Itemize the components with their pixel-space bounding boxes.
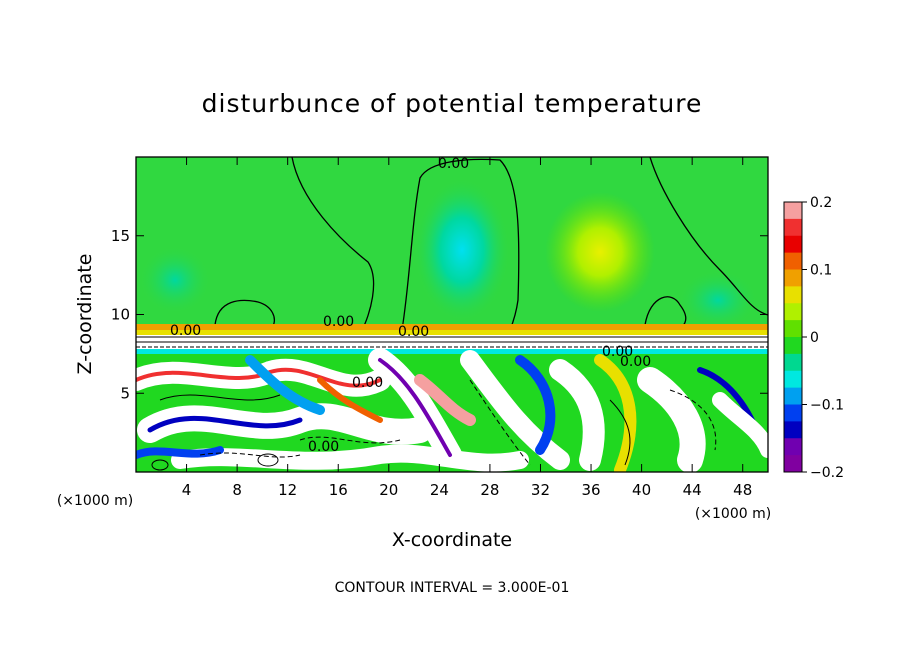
lower-contours	[151, 379, 717, 471]
x-tick-label: 44	[683, 481, 702, 499]
colorbar-swatch	[784, 387, 802, 405]
contour-label: 0.00	[602, 344, 633, 360]
warm-anomaly	[545, 192, 655, 312]
turbulent-structures	[136, 348, 768, 472]
colorbar-swatch	[784, 286, 802, 304]
x-unit-label-left: (×1000 m)	[57, 493, 133, 509]
contour-label: 0.00	[438, 156, 469, 172]
tropopause-band	[136, 330, 768, 335]
colorbar-swatch	[784, 218, 802, 237]
colorbar-tick-label: 0.2	[810, 195, 832, 211]
x-unit-label-right: (×1000 m)	[695, 506, 771, 522]
colorbar-swatch	[784, 404, 802, 422]
colorbar-tick-label: 0	[810, 330, 819, 346]
colorbar-swatch	[784, 438, 802, 456]
contour-label: 0.00	[170, 323, 201, 339]
colorbar	[783, 201, 803, 473]
cool-anomaly-right	[678, 270, 758, 330]
chart-title: disturbunce of potential temperature	[202, 89, 703, 118]
contour-label: 0.00	[323, 314, 354, 330]
contour-line	[649, 157, 768, 316]
colorbar-swatch	[784, 337, 802, 355]
colorbar-swatch	[784, 353, 802, 372]
colorbar-swatch	[784, 252, 802, 270]
colorbar-swatch	[784, 235, 802, 254]
x-tick-label: 12	[278, 481, 297, 499]
colorbar-swatch	[784, 421, 802, 439]
contour-interval-note: CONTOUR INTERVAL = 3.000E-01	[335, 580, 570, 596]
tropopause-band	[136, 349, 768, 354]
contour-line	[291, 157, 375, 331]
x-tick-label: 16	[329, 481, 348, 499]
x-axis: 4 8 12 16 20 24 28 32 36 40 44 48	[182, 157, 752, 499]
x-tick-label: 4	[182, 481, 192, 499]
colorbar-swatch	[784, 455, 802, 473]
tropopause-band	[136, 324, 768, 330]
y-tick-label: 10	[111, 306, 130, 324]
colorbar-swatch	[784, 269, 802, 287]
colorbar-tick-label: 0.1	[810, 263, 832, 279]
y-tick-label: 15	[111, 227, 130, 245]
contour-label: 0.00	[308, 439, 339, 455]
contour-line	[214, 299, 275, 329]
contour-line	[401, 158, 520, 331]
y-tick-label: 5	[120, 384, 130, 402]
x-tick-label: 28	[480, 481, 499, 499]
contour-label: 0.00	[620, 354, 651, 370]
x-tick-label: 40	[632, 481, 651, 499]
plot-field	[136, 157, 768, 472]
y-axis-label: Z-coordinate	[74, 254, 96, 375]
colorbar-ticks: 0.2 0.1 0 −0.1 −0.2	[802, 195, 844, 481]
cool-anomaly-center	[414, 178, 510, 322]
x-tick-label: 20	[379, 481, 398, 499]
cool-anomaly-left	[139, 246, 211, 314]
contour-label: 0.00	[398, 324, 429, 340]
contour-line	[644, 296, 687, 329]
colorbar-swatch	[784, 370, 802, 389]
x-tick-label: 8	[232, 481, 242, 499]
colorbar-swatch	[784, 303, 802, 321]
colorbar-tick-label: −0.2	[810, 465, 844, 481]
x-tick-label: 48	[733, 481, 752, 499]
colorbar-swatch	[784, 320, 802, 338]
y-axis: 5 10 15	[111, 227, 768, 402]
x-axis-label: X-coordinate	[392, 529, 512, 551]
x-tick-label: 32	[531, 481, 550, 499]
contour-label: 0.00	[352, 375, 383, 391]
colorbar-tick-label: −0.1	[810, 398, 844, 414]
colorbar-swatch	[784, 202, 802, 220]
x-tick-label: 36	[581, 481, 600, 499]
x-tick-label: 24	[430, 481, 449, 499]
